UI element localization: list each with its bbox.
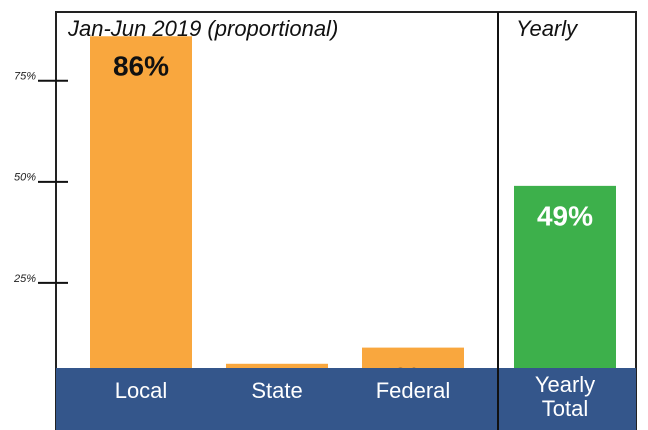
- category-band: [56, 368, 636, 430]
- y-tick-label: 75%: [14, 71, 36, 83]
- x-tick-label: Yearly Total: [535, 372, 595, 421]
- x-tick-label: Federal: [376, 378, 451, 403]
- value-label: 49%: [537, 200, 593, 231]
- value-label: 86%: [113, 51, 169, 82]
- bar: [514, 185, 616, 384]
- panel-title: Yearly: [516, 16, 579, 41]
- y-tick-label: 25%: [13, 273, 36, 285]
- x-tick-label: State: [251, 378, 302, 403]
- bar: [90, 36, 192, 385]
- y-tick-label: 50%: [14, 172, 36, 184]
- x-tick-label: Local: [115, 378, 168, 403]
